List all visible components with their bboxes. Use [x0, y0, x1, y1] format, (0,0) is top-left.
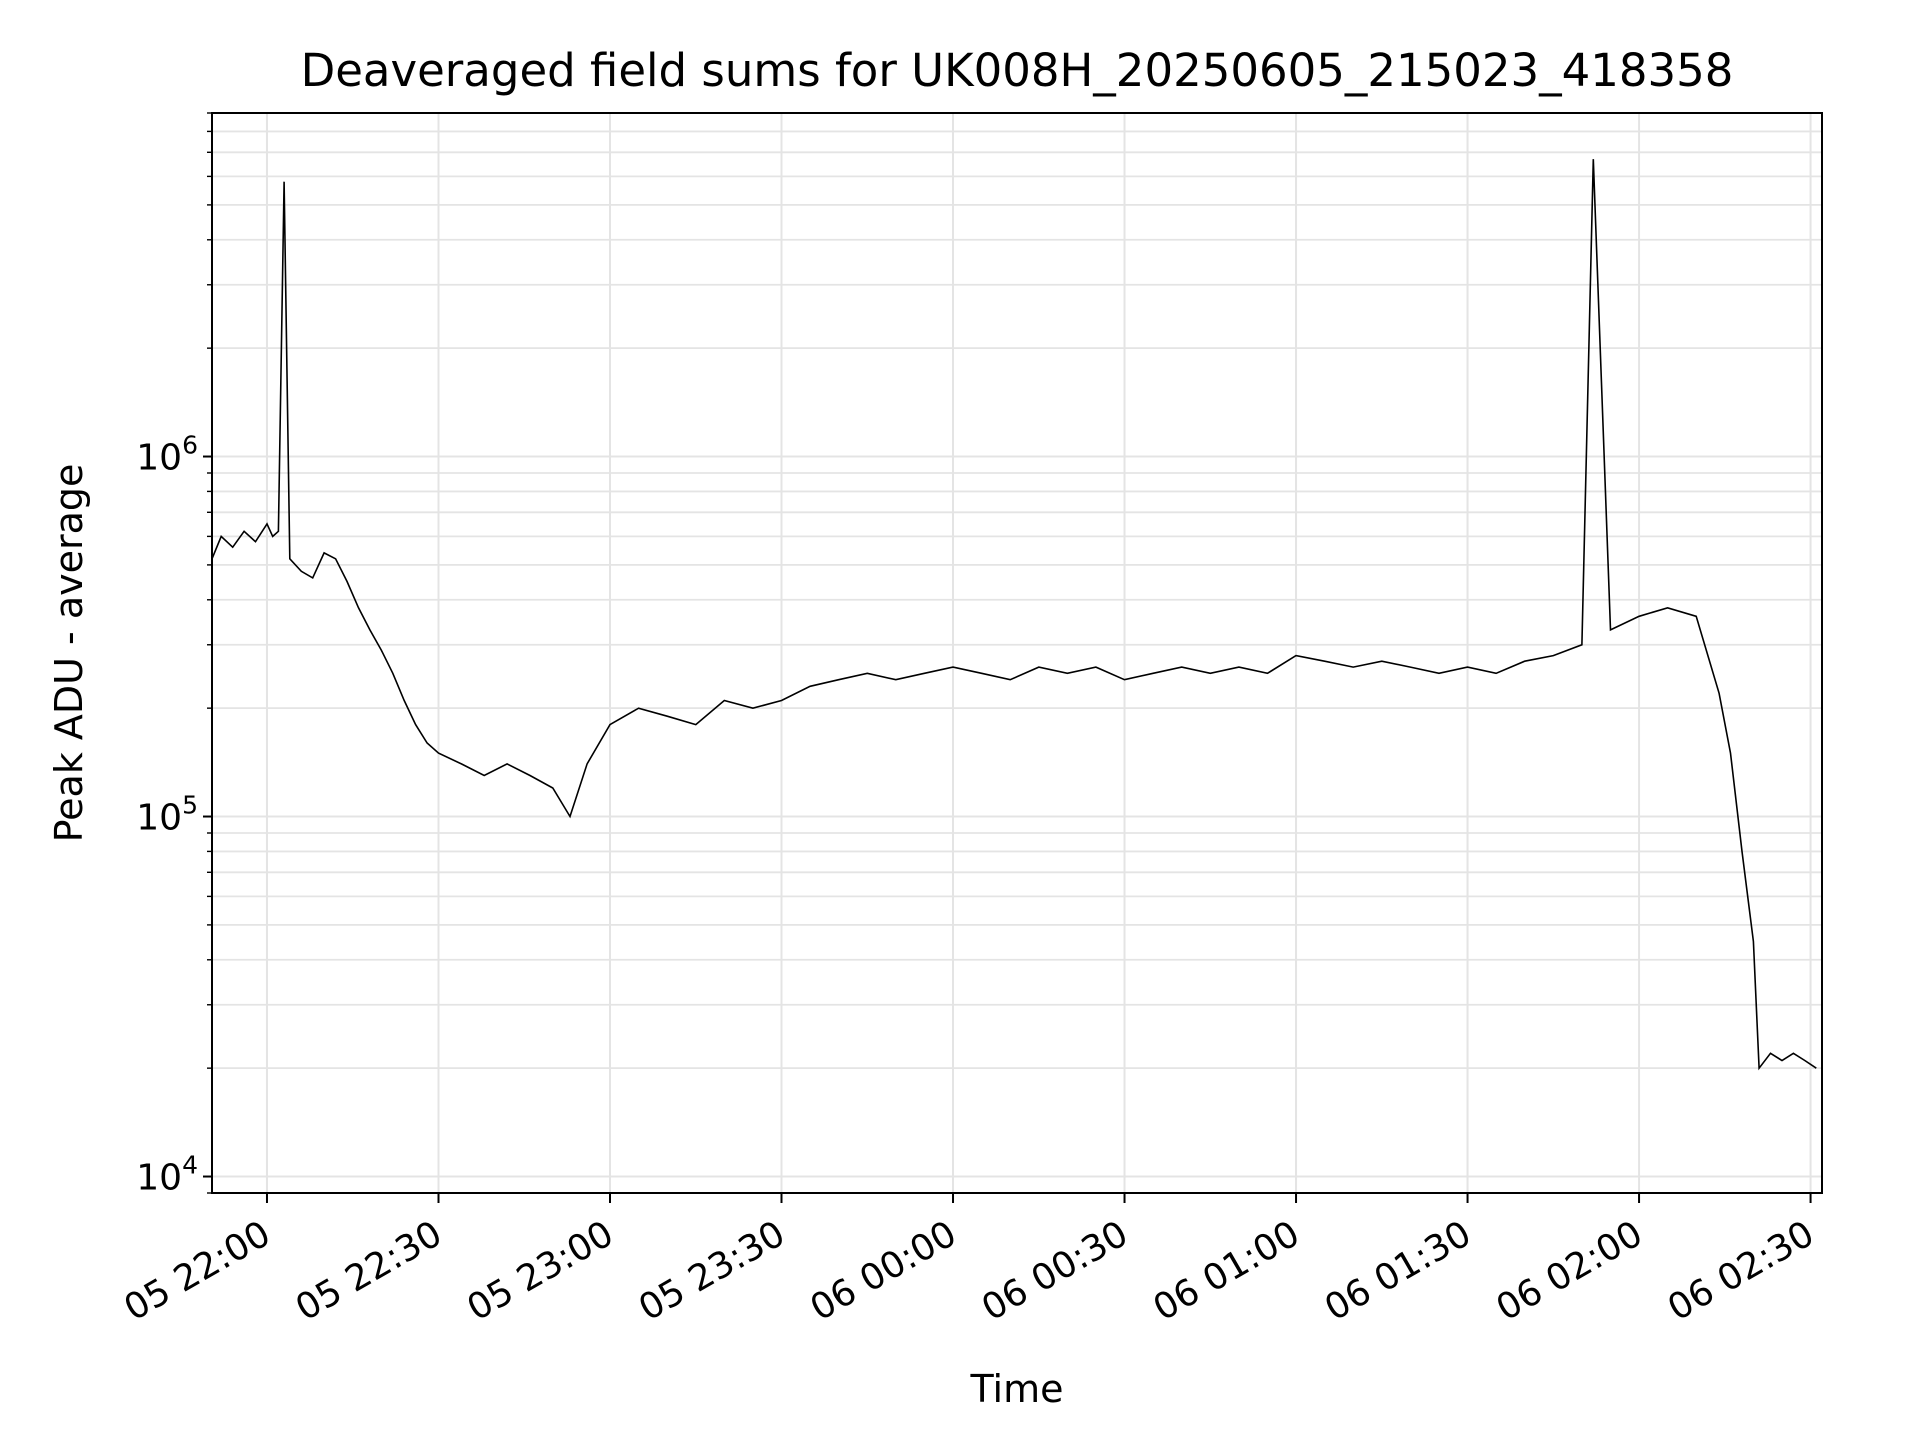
grid	[212, 112, 1822, 1194]
y-tick-label: 105	[136, 791, 198, 839]
data-line-layer	[211, 159, 1817, 1071]
y-tick-label: 106	[136, 431, 198, 479]
y-tick-label: 104	[136, 1151, 198, 1199]
x-axis-label: Time	[970, 1367, 1064, 1411]
chart-title: Deaveraged field sums for UK008H_2025060…	[301, 44, 1734, 97]
plot-frame	[211, 112, 1823, 1194]
y-axis-label: Peak ADU - average	[47, 464, 91, 843]
series-line	[211, 159, 1817, 1071]
